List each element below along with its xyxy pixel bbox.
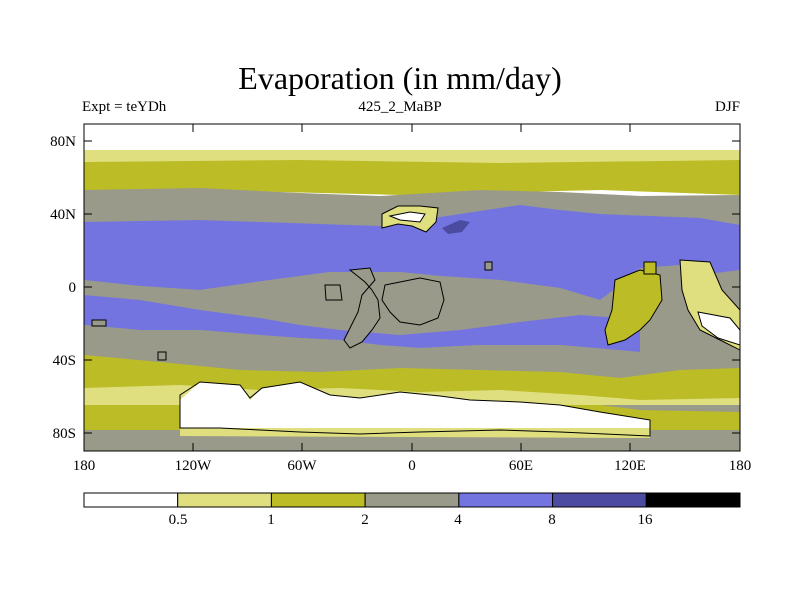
lon-label: 0	[408, 458, 416, 474]
colorbar-label: 1	[267, 512, 275, 528]
colorbar-swatch	[552, 492, 647, 508]
colorbar-swatch	[364, 492, 460, 508]
time-label: 425_2_MaBP	[358, 99, 442, 115]
lon-label: 180	[729, 458, 752, 474]
colorbar-label: 16	[638, 512, 654, 528]
colorbar-label: 8	[548, 512, 556, 528]
lat-label: 80N	[50, 134, 76, 150]
colorbar-swatch	[645, 492, 741, 508]
colorbar-label: 4	[454, 512, 462, 528]
lon-label: 60E	[509, 458, 533, 474]
lat-label: 80S	[53, 426, 76, 442]
lat-label: 40N	[50, 207, 76, 223]
lon-label: 180	[73, 458, 96, 474]
colorbar-swatch	[270, 492, 366, 508]
land-outlines	[91, 205, 740, 437]
lon-label: 60W	[287, 458, 317, 474]
colorbar-label: 2	[361, 512, 369, 528]
map-title: Evaporation (in mm/day)	[238, 60, 562, 96]
colorbar-swatch	[458, 492, 554, 508]
map-field	[84, 124, 740, 451]
colorbar	[83, 492, 741, 508]
colorbar-swatch	[177, 492, 272, 508]
lon-label: 120E	[614, 458, 646, 474]
lon-label: 120W	[175, 458, 213, 474]
colorbar-swatch	[83, 492, 179, 508]
colorbar-label: 0.5	[169, 512, 188, 528]
season-label: DJF	[714, 99, 740, 115]
lat-label: 0	[69, 280, 77, 296]
experiment-label: Expt = teYDh	[82, 99, 167, 115]
lat-label: 40S	[53, 353, 76, 369]
axis-ticks	[84, 124, 740, 451]
